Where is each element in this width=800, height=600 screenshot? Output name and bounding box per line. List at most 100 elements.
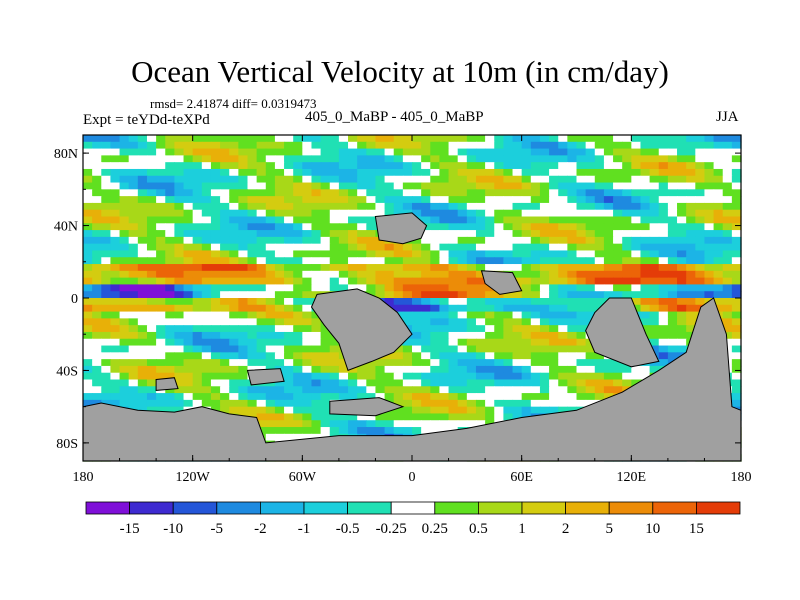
field-cell [375,202,386,211]
field-cell [412,168,422,177]
field-cell [220,155,230,163]
field-cell [284,325,294,333]
field-cell [83,338,93,347]
field-cell [366,365,377,374]
field-cell [521,236,532,245]
field-cell [302,393,313,401]
field-cell [384,175,395,184]
field-cell [631,365,642,374]
field-cell [631,298,642,306]
field-cell [603,202,614,211]
field-cell [686,318,696,326]
field-cell [384,277,395,286]
field-cell [613,148,623,156]
field-cell [128,202,139,211]
field-cell [530,379,541,387]
field-cell [466,216,477,224]
field-cell [603,257,614,265]
field-cell [146,135,157,143]
field-cell [165,175,175,184]
field-cell [539,338,550,347]
field-cell [174,406,185,415]
field-cell [631,236,642,245]
field-cell [311,277,322,286]
field-cell [92,379,102,387]
field-cell [393,365,404,374]
field-cell [110,196,121,204]
field-cell [247,406,258,415]
field-cell [119,270,130,279]
field-cell [156,230,166,238]
field-cell [704,135,715,143]
field-cell [567,298,578,306]
field-cell [448,202,459,211]
field-cell [731,141,742,150]
field-cell [137,270,148,279]
field-cell [320,141,331,150]
field-cell [366,223,377,231]
field-cell [183,264,194,272]
field-cell [412,148,422,156]
field-cell [265,257,276,265]
field-cell [622,162,632,170]
field-cell [521,202,532,211]
field-cell [622,182,632,190]
field-cell [722,141,733,150]
field-cell [265,141,276,150]
field-cell [348,196,358,204]
field-cell [229,135,239,143]
field-cell [348,284,358,292]
field-cell [539,325,550,333]
field-cell [622,243,632,252]
field-cell [156,162,166,170]
field-cell [393,406,404,415]
field-cell [293,175,303,184]
field-cell [247,264,258,272]
field-cell [146,141,157,150]
field-cell [192,311,203,319]
field-cell [183,230,194,238]
field-cell [421,359,431,367]
field-cell [110,257,121,265]
field-cell [165,168,175,177]
field-cell [521,304,532,313]
field-cell [412,399,422,408]
field-cell [421,250,431,258]
field-cell [677,236,687,245]
field-cell [576,386,587,394]
field-cell [256,141,267,150]
field-cell [238,250,249,258]
field-cell [439,325,450,333]
field-cell [594,209,605,218]
field-cell [329,223,340,231]
field-cell [302,270,313,279]
field-cell [192,277,203,286]
field-cell [503,148,514,156]
field-cell [119,386,130,394]
field-cell [156,311,166,319]
field-cell [521,345,532,353]
field-cell [677,189,687,197]
field-cell [201,318,212,326]
field-cell [649,331,660,340]
field-cell [558,236,568,245]
field-cell [503,155,514,163]
field-cell [539,406,550,415]
field-cell [137,216,148,224]
field-cell [229,379,239,387]
field-cell [119,264,130,272]
field-cell [110,155,121,163]
field-cell [494,325,504,333]
field-cell [311,284,322,292]
field-cell [421,243,431,252]
field-cell [503,311,514,319]
field-cell [649,135,660,143]
field-cell [695,162,706,170]
field-cell [357,135,367,143]
field-cell [348,413,358,421]
field-cell [284,284,294,292]
field-cell [430,162,441,170]
field-cell [247,386,258,394]
field-cell [220,162,230,170]
field-cell [649,291,660,299]
